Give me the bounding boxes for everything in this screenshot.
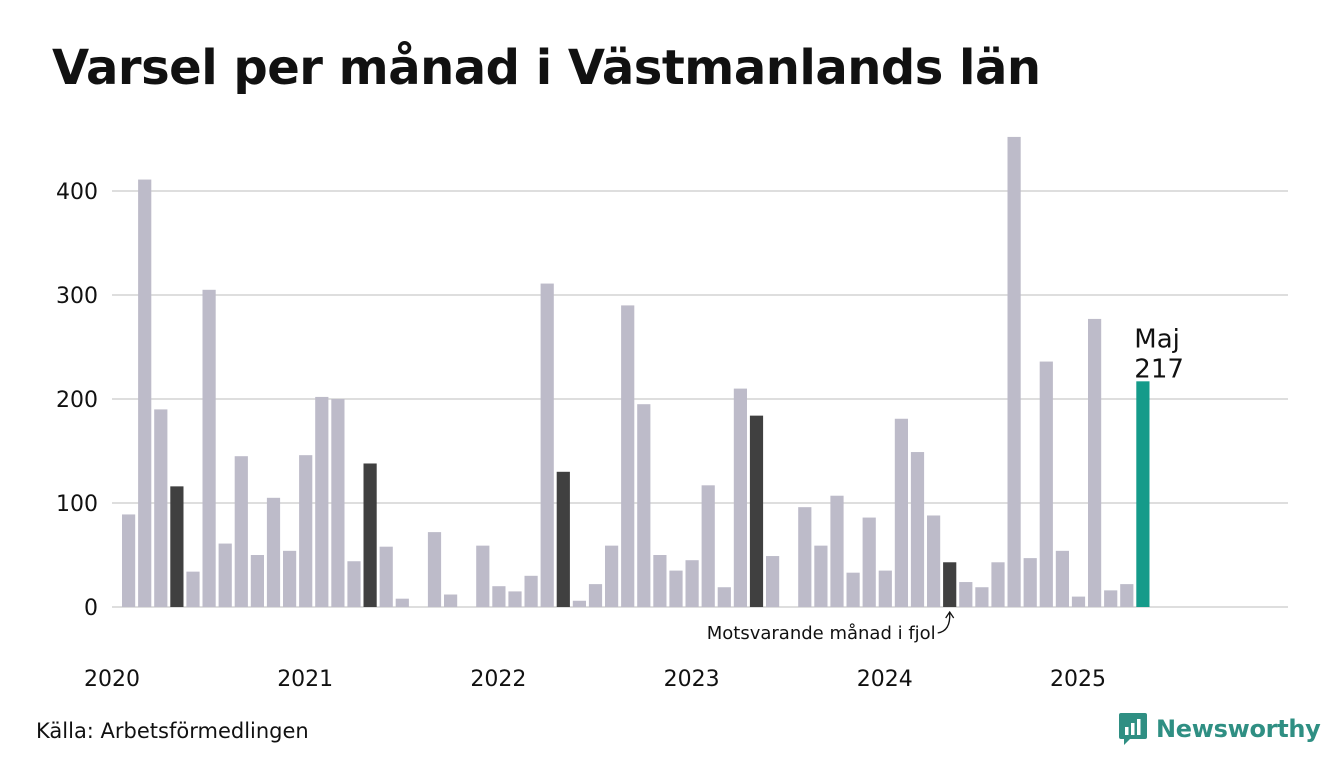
bar (685, 560, 699, 607)
bar (379, 546, 393, 607)
bar (202, 289, 216, 607)
bar (234, 456, 248, 607)
bar (427, 532, 442, 607)
bar (1071, 596, 1086, 607)
x-tick-label: 2024 (857, 667, 913, 692)
bar (283, 550, 297, 607)
bar (830, 495, 844, 607)
bar (1039, 361, 1053, 607)
bar (894, 418, 908, 607)
bar (1104, 590, 1118, 607)
x-tick-label: 2022 (470, 667, 526, 692)
bar (637, 404, 651, 607)
bars (122, 136, 1150, 608)
brand-name: Newsworthy (1156, 715, 1321, 743)
y-axis-labels: 0 100 200 300 400 (56, 180, 98, 621)
bar (943, 562, 957, 607)
bar (315, 396, 329, 607)
bar (186, 571, 200, 607)
y-tick-label: 0 (84, 596, 98, 621)
bar (299, 455, 313, 607)
bar (910, 452, 925, 607)
y-tick-label: 400 (56, 180, 98, 205)
bar (572, 600, 586, 607)
bar (492, 586, 506, 607)
annotation-text: Motsvarande månad i fjol (707, 623, 936, 644)
bar (1007, 136, 1021, 608)
bar (266, 497, 281, 607)
annotation-arrow (937, 612, 951, 634)
bar (878, 570, 892, 607)
bar (250, 555, 264, 607)
bar (347, 561, 361, 607)
bar (959, 582, 973, 607)
prev-year-annotation: Motsvarande månad i fjol (707, 610, 955, 644)
annotation-arrow-head (945, 610, 955, 619)
bar (588, 584, 603, 607)
bar (862, 517, 876, 607)
bar (798, 507, 812, 607)
bar (1023, 558, 1037, 607)
bar (733, 388, 747, 607)
bar (749, 415, 764, 607)
bar (701, 485, 715, 607)
bar-chart: 0 100 200 300 400 2020 2021 2022 2023 2024 2025 M… (56, 136, 1288, 692)
bar (669, 570, 683, 607)
x-tick-label: 2023 (664, 667, 720, 692)
bar (154, 409, 168, 607)
bar (814, 545, 828, 607)
bar (846, 572, 860, 607)
bar (975, 587, 989, 607)
bar (556, 471, 570, 607)
bar (476, 545, 490, 607)
current-value-label: Maj 217 (1134, 324, 1184, 384)
bar (524, 575, 538, 607)
source-text: Källa: Arbetsförmedlingen (36, 719, 309, 743)
bar (1120, 584, 1134, 607)
bar (395, 598, 409, 607)
bar (540, 283, 554, 607)
bar (218, 543, 232, 607)
bar (653, 555, 667, 607)
bar (363, 463, 377, 607)
current-value-text: 217 (1134, 354, 1184, 384)
bar (766, 556, 780, 607)
bar (927, 515, 941, 607)
newsworthy-logo-icon (1119, 713, 1147, 745)
brand-logo: Newsworthy (1118, 712, 1321, 746)
y-tick-label: 300 (56, 284, 98, 309)
current-month-label: Maj (1134, 324, 1180, 354)
bar (1136, 381, 1150, 607)
bar (331, 399, 345, 607)
bar (605, 545, 619, 607)
bar (170, 486, 184, 607)
bar (1088, 318, 1102, 607)
y-tick-label: 200 (56, 388, 98, 413)
bar (138, 179, 152, 607)
y-tick-label: 100 (56, 492, 98, 517)
chart-title: Varsel per månad i Västmanlands län (52, 40, 1041, 96)
x-axis-labels: 2020 2021 2022 2023 2024 2025 (84, 667, 1106, 692)
bar (508, 591, 522, 607)
gridlines (112, 190, 1288, 608)
x-tick-label: 2021 (277, 667, 333, 692)
bar (991, 562, 1005, 607)
x-tick-label: 2020 (84, 667, 140, 692)
bar (717, 587, 731, 607)
bar (122, 514, 136, 607)
bar (444, 594, 458, 607)
bar (1055, 550, 1069, 607)
bar (621, 305, 635, 607)
x-tick-label: 2025 (1050, 667, 1106, 692)
